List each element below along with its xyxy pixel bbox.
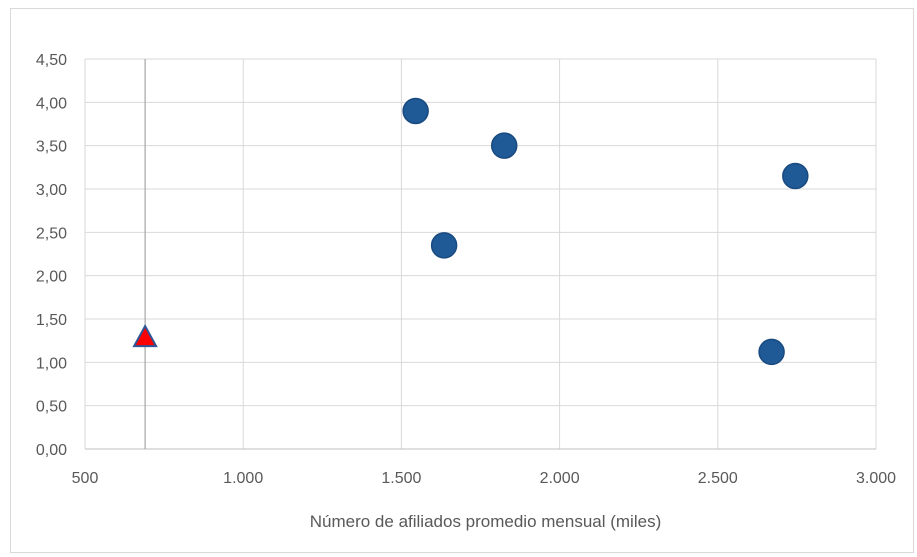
y-tick-label: 4,00 [36, 95, 67, 112]
x-axis-ticks: 500 1.000 1.500 2.000 2.500 3.000 [72, 470, 896, 487]
x-tick-label: 2.000 [540, 470, 580, 487]
y-tick-label: 0,50 [36, 399, 67, 416]
y-tick-label: 1,00 [36, 355, 67, 372]
data-points [132, 97, 809, 366]
x-tick-label: 2.500 [698, 470, 738, 487]
y-tick-label: 3,50 [36, 139, 67, 156]
y-tick-label: 2,00 [36, 269, 67, 286]
x-tick-label: 3.000 [856, 470, 896, 487]
y-tick-label: 0,00 [36, 442, 67, 459]
y-tick-label: 3,00 [36, 182, 67, 199]
x-tick-label: 1.500 [381, 470, 421, 487]
y-tick-label: 1,50 [36, 312, 67, 329]
data-point-circle [430, 232, 458, 259]
x-axis-title: Número de afiliados promedio mensual (mi… [310, 512, 661, 531]
data-point-circle [782, 162, 809, 190]
y-tick-label: 2,50 [36, 225, 67, 242]
grid-lines [84, 58, 877, 450]
data-point-circle [758, 338, 785, 366]
x-tick-label: 1.000 [223, 470, 263, 487]
data-point-triangle [132, 323, 158, 348]
chart-frame [10, 8, 914, 553]
data-point-circle [402, 97, 429, 125]
y-tick-label: 4,50 [36, 52, 67, 69]
x-tick-label: 500 [72, 470, 99, 487]
data-point-circle [490, 132, 518, 159]
y-axis-ticks: 0,00 0,50 1,00 1,50 2,00 2,50 3,00 3,50 4,00 4,50 [36, 52, 67, 459]
